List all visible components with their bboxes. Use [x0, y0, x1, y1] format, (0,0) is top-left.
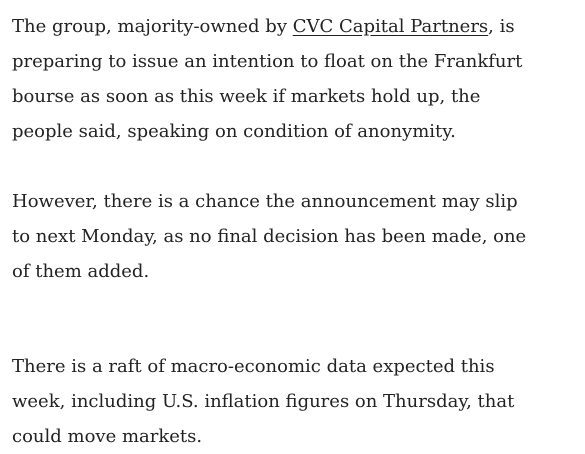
- text-line: However, there is a chance the announcem…: [12, 191, 518, 212]
- text-line: week, including U.S. inflation figures o…: [12, 391, 515, 412]
- text: , is: [488, 16, 515, 37]
- text-line: The group, majority-owned by CVC Capital…: [12, 9, 582, 44]
- text-line: bourse as soon as this week if markets h…: [12, 86, 481, 107]
- paragraph: The group, majority-owned by CVC Capital…: [12, 9, 582, 149]
- paragraph: There is a raft of macro-economic data e…: [12, 349, 582, 454]
- paragraph: However, there is a chance the announcem…: [12, 184, 582, 289]
- text-line: There is a raft of macro-economic data e…: [12, 356, 495, 377]
- text-line: people said, speaking on condition of an…: [12, 121, 456, 142]
- text-line: of them added.: [12, 261, 150, 282]
- text-line: could move markets.: [12, 426, 203, 447]
- link[interactable]: CVC Capital Partners: [292, 16, 489, 37]
- text-line: preparing to issue an intention to float…: [12, 51, 523, 72]
- text-line: to next Monday, as no final decision has…: [12, 226, 527, 247]
- text: The group, majority-owned by: [12, 16, 293, 37]
